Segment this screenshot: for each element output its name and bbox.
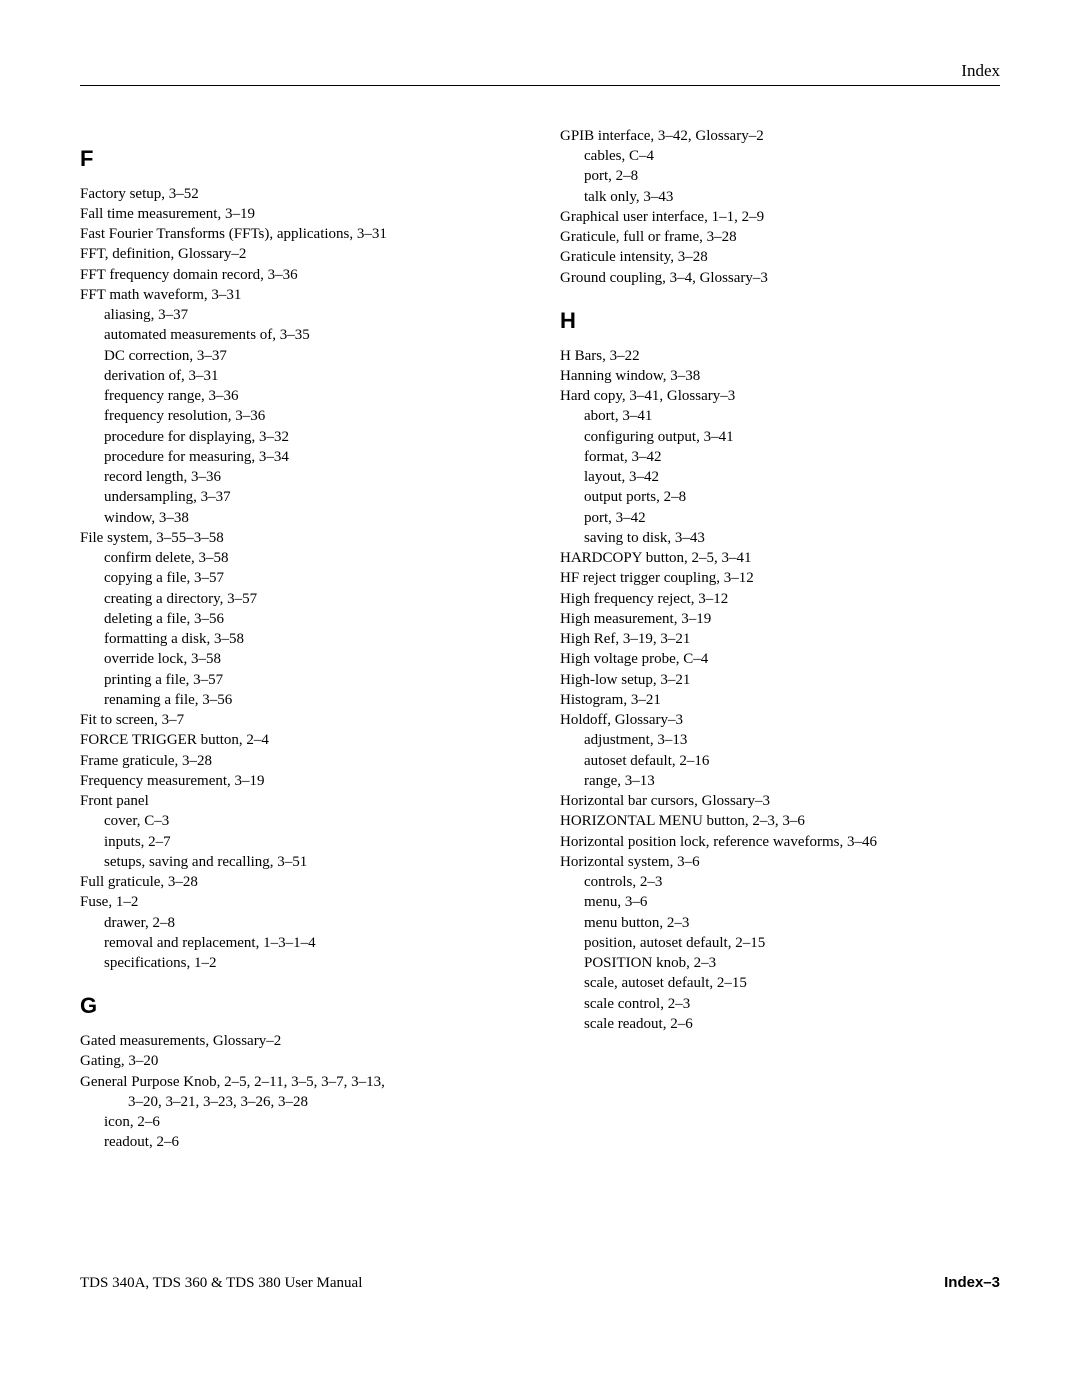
index-subentry: output ports, 2–8	[560, 487, 1000, 507]
index-entry: High measurement, 3–19	[560, 609, 1000, 629]
index-entry: File system, 3–55–3–58	[80, 528, 520, 548]
index-subentry: position, autoset default, 2–15	[560, 933, 1000, 953]
index-entry: H Bars, 3–22	[560, 346, 1000, 366]
index-entry: Horizontal bar cursors, Glossary–3	[560, 791, 1000, 811]
index-subentry: icon, 2–6	[80, 1112, 520, 1132]
index-subentry: controls, 2–3	[560, 872, 1000, 892]
index-subentry: confirm delete, 3–58	[80, 548, 520, 568]
index-subentry: printing a file, 3–57	[80, 670, 520, 690]
section-letter: H	[560, 306, 1000, 336]
index-subentry: derivation of, 3–31	[80, 366, 520, 386]
index-subentry: DC correction, 3–37	[80, 346, 520, 366]
index-subentry: saving to disk, 3–43	[560, 528, 1000, 548]
index-subentry: adjustment, 3–13	[560, 730, 1000, 750]
index-entry: Graticule, full or frame, 3–28	[560, 227, 1000, 247]
index-entry: Fast Fourier Transforms (FFTs), applicat…	[80, 224, 520, 244]
index-entry: Ground coupling, 3–4, Glossary–3	[560, 268, 1000, 288]
index-subentry: cover, C–3	[80, 811, 520, 831]
index-subentry: autoset default, 2–16	[560, 751, 1000, 771]
index-columns: F Factory setup, 3–52Fall time measuremen…	[80, 126, 1000, 1153]
index-entry: Histogram, 3–21	[560, 690, 1000, 710]
index-entry: General Purpose Knob, 2–5, 2–11, 3–5, 3–…	[80, 1072, 520, 1092]
section-letter: G	[80, 991, 520, 1021]
left-column: F Factory setup, 3–52Fall time measuremen…	[80, 126, 520, 1153]
index-subentry: readout, 2–6	[80, 1132, 520, 1152]
index-subentry: drawer, 2–8	[80, 913, 520, 933]
index-entry: Fuse, 1–2	[80, 892, 520, 912]
index-subentry: procedure for measuring, 3–34	[80, 447, 520, 467]
index-entry: Frequency measurement, 3–19	[80, 771, 520, 791]
page-header: Index	[80, 60, 1000, 86]
index-entry: High Ref, 3–19, 3–21	[560, 629, 1000, 649]
index-subentry: menu, 3–6	[560, 892, 1000, 912]
index-subentry: window, 3–38	[80, 508, 520, 528]
index-entry: Graphical user interface, 1–1, 2–9	[560, 207, 1000, 227]
index-subentry: POSITION knob, 2–3	[560, 953, 1000, 973]
index-subentry: setups, saving and recalling, 3–51	[80, 852, 520, 872]
index-subentry: format, 3–42	[560, 447, 1000, 467]
index-entry: HF reject trigger coupling, 3–12	[560, 568, 1000, 588]
index-subentry: renaming a file, 3–56	[80, 690, 520, 710]
index-subentry: frequency resolution, 3–36	[80, 406, 520, 426]
index-entry: FORCE TRIGGER button, 2–4	[80, 730, 520, 750]
index-subentry: copying a file, 3–57	[80, 568, 520, 588]
index-subentry: record length, 3–36	[80, 467, 520, 487]
index-subentry: talk only, 3–43	[560, 187, 1000, 207]
index-entry: Holdoff, Glossary–3	[560, 710, 1000, 730]
index-entry: Horizontal position lock, reference wave…	[560, 832, 1000, 852]
index-entry: Hanning window, 3–38	[560, 366, 1000, 386]
index-entry: FFT math waveform, 3–31	[80, 285, 520, 305]
index-subentry: port, 3–42	[560, 508, 1000, 528]
index-entry: Frame graticule, 3–28	[80, 751, 520, 771]
index-subentry: removal and replacement, 1–3–1–4	[80, 933, 520, 953]
index-subentry: creating a directory, 3–57	[80, 589, 520, 609]
index-entry: Gating, 3–20	[80, 1051, 520, 1071]
index-entry: Horizontal system, 3–6	[560, 852, 1000, 872]
index-subentry: specifications, 1–2	[80, 953, 520, 973]
index-subentry: scale readout, 2–6	[560, 1014, 1000, 1034]
index-subentry: menu button, 2–3	[560, 913, 1000, 933]
index-entry: FFT, definition, Glossary–2	[80, 244, 520, 264]
index-subentry: formatting a disk, 3–58	[80, 629, 520, 649]
index-subentry: 3–20, 3–21, 3–23, 3–26, 3–28	[80, 1092, 520, 1112]
section-letter: F	[80, 144, 520, 174]
index-subentry: deleting a file, 3–56	[80, 609, 520, 629]
index-subentry: cables, C–4	[560, 146, 1000, 166]
index-subentry: port, 2–8	[560, 166, 1000, 186]
index-subentry: aliasing, 3–37	[80, 305, 520, 325]
index-entry: Full graticule, 3–28	[80, 872, 520, 892]
index-subentry: inputs, 2–7	[80, 832, 520, 852]
index-entry: High-low setup, 3–21	[560, 670, 1000, 690]
index-subentry: procedure for displaying, 3–32	[80, 427, 520, 447]
index-entry: High frequency reject, 3–12	[560, 589, 1000, 609]
index-entry: Factory setup, 3–52	[80, 184, 520, 204]
index-subentry: undersampling, 3–37	[80, 487, 520, 507]
index-subentry: range, 3–13	[560, 771, 1000, 791]
index-subentry: scale control, 2–3	[560, 994, 1000, 1014]
page-footer: TDS 340A, TDS 360 & TDS 380 User Manual …	[80, 1273, 1000, 1293]
right-column: GPIB interface, 3–42, Glossary–2cables, …	[560, 126, 1000, 1153]
index-entry: Fit to screen, 3–7	[80, 710, 520, 730]
index-entry: Front panel	[80, 791, 520, 811]
index-subentry: override lock, 3–58	[80, 649, 520, 669]
index-entry: Graticule intensity, 3–28	[560, 247, 1000, 267]
footer-page-number: Index–3	[944, 1273, 1000, 1293]
index-subentry: automated measurements of, 3–35	[80, 325, 520, 345]
index-subentry: layout, 3–42	[560, 467, 1000, 487]
index-entry: Gated measurements, Glossary–2	[80, 1031, 520, 1051]
index-subentry: configuring output, 3–41	[560, 427, 1000, 447]
index-entry: GPIB interface, 3–42, Glossary–2	[560, 126, 1000, 146]
index-subentry: abort, 3–41	[560, 406, 1000, 426]
index-entry: FFT frequency domain record, 3–36	[80, 265, 520, 285]
index-subentry: scale, autoset default, 2–15	[560, 973, 1000, 993]
index-entry: Hard copy, 3–41, Glossary–3	[560, 386, 1000, 406]
index-entry: Fall time measurement, 3–19	[80, 204, 520, 224]
index-entry: High voltage probe, C–4	[560, 649, 1000, 669]
index-entry: HORIZONTAL MENU button, 2–3, 3–6	[560, 811, 1000, 831]
footer-manual-title: TDS 340A, TDS 360 & TDS 380 User Manual	[80, 1273, 362, 1293]
index-subentry: frequency range, 3–36	[80, 386, 520, 406]
index-entry: HARDCOPY button, 2–5, 3–41	[560, 548, 1000, 568]
